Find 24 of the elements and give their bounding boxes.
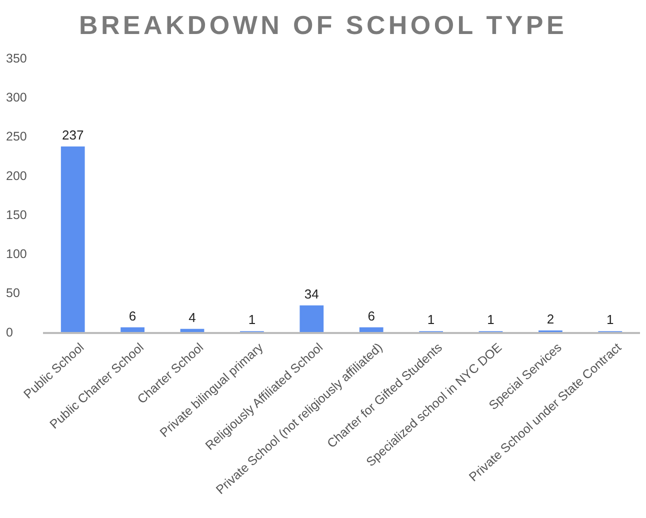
data-label: 4 [188, 310, 196, 325]
data-label: 237 [62, 127, 84, 142]
data-label: 1 [487, 312, 494, 328]
data-label: 1 [248, 312, 256, 328]
y-tick-label: 250 [6, 130, 27, 144]
data-label: 34 [304, 286, 319, 302]
data-label: 6 [368, 308, 375, 324]
data-label: 1 [427, 312, 435, 328]
y-tick-label: 350 [6, 51, 27, 66]
y-tick-label: 150 [6, 208, 27, 222]
y-tick-label: 300 [6, 90, 27, 105]
bar [60, 146, 85, 332]
bar [300, 305, 324, 332]
chart-title: BREAKDOWN OF SCHOOL TYPE [78, 10, 568, 40]
data-label: 1 [606, 312, 614, 328]
data-label: 6 [128, 308, 136, 324]
bar [120, 327, 144, 332]
y-tick-label: 0 [6, 325, 13, 340]
data-label: 2 [546, 311, 554, 326]
y-tick-label: 50 [6, 286, 20, 300]
y-tick-label: 200 [6, 168, 27, 183]
y-tick-label: 100 [6, 247, 27, 262]
bar [180, 328, 204, 332]
bar [359, 327, 384, 332]
